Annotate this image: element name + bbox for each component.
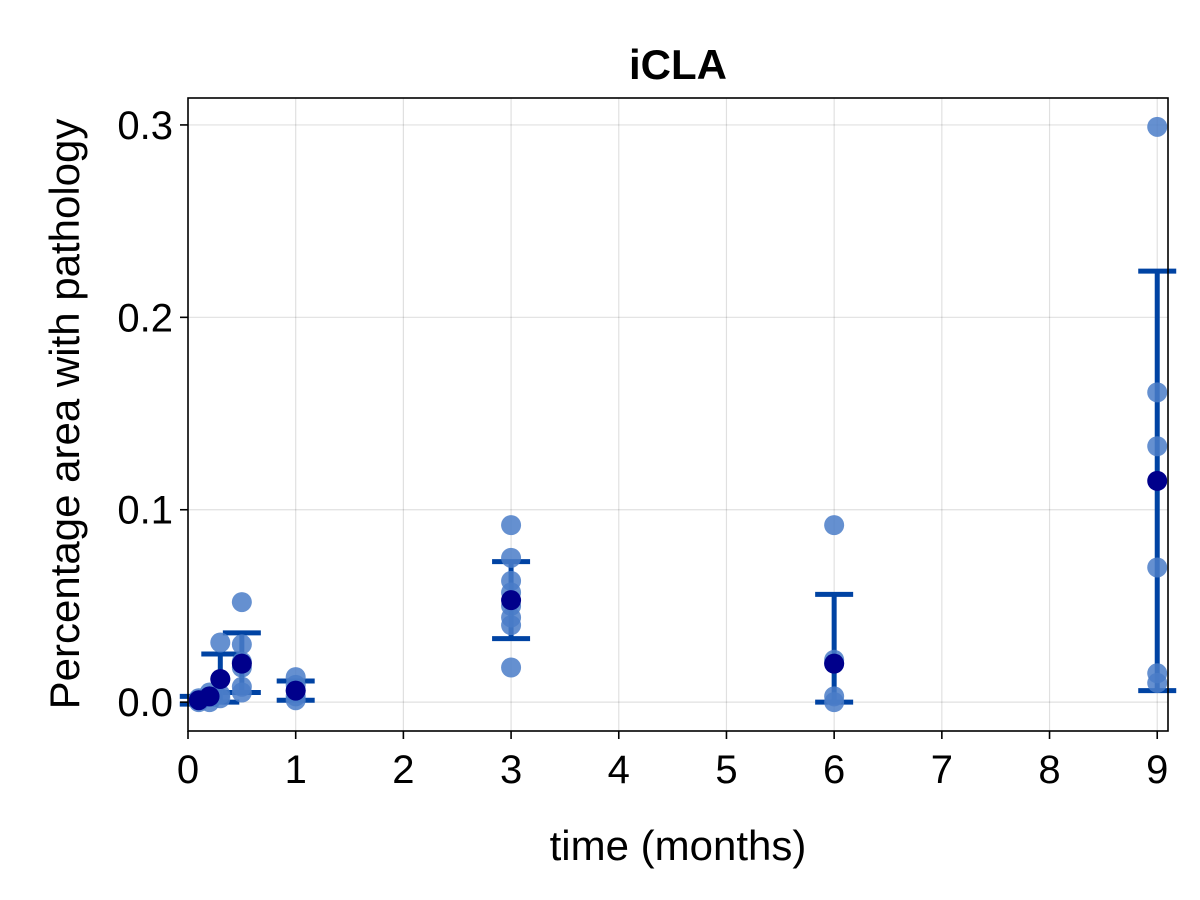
x-tick-label: 2	[392, 748, 414, 792]
data-point	[824, 686, 845, 707]
data-point-layer	[188, 116, 1168, 713]
y-tick-label: 0.0	[117, 681, 173, 725]
x-tick-label: 0	[177, 748, 199, 792]
x-axis-label: time (months)	[550, 822, 807, 869]
x-tick-label: 5	[715, 748, 737, 792]
plot-frame	[187, 97, 1169, 732]
data-point	[1147, 382, 1168, 403]
data-point	[824, 515, 845, 536]
x-tick-label: 1	[285, 748, 307, 792]
y-tick-label: 0.1	[117, 489, 173, 533]
x-tick-label: 4	[608, 748, 630, 792]
data-point	[501, 570, 522, 591]
chart-title: iCLA	[629, 41, 727, 88]
data-point	[501, 515, 522, 536]
mean-point	[1147, 470, 1168, 491]
y-tick-label: 0.2	[117, 296, 173, 340]
x-tick-label: 7	[931, 748, 953, 792]
data-point	[1147, 557, 1168, 578]
data-point	[231, 676, 252, 697]
data-point	[210, 632, 231, 653]
x-tick-label: 3	[500, 748, 522, 792]
grid-layer	[187, 98, 1168, 731]
mean-point	[231, 653, 252, 674]
mean-point	[285, 680, 306, 701]
x-tick-label: 8	[1038, 748, 1060, 792]
mean-point	[210, 669, 231, 690]
x-tick-label: 6	[823, 748, 845, 792]
mean-point	[501, 590, 522, 611]
data-point	[1147, 436, 1168, 457]
data-point	[1147, 663, 1168, 684]
mean-point	[199, 686, 220, 707]
y-tick-label: 0.3	[117, 104, 173, 148]
data-point	[501, 657, 522, 678]
data-point	[231, 592, 252, 613]
tick-layer: 0 1 2 3 4 5 6 7 8 9 0.0 0.1 0.2 0.3	[117, 104, 1168, 792]
error-bar	[815, 591, 854, 705]
data-point	[501, 547, 522, 568]
mean-point	[824, 653, 845, 674]
x-tick-label: 9	[1146, 748, 1168, 792]
error-bar-layer	[179, 268, 1177, 707]
data-point	[231, 634, 252, 655]
mean-point-layer	[188, 470, 1168, 711]
y-axis-label: Percentage area with pathology	[41, 119, 88, 710]
data-point	[1147, 116, 1168, 137]
